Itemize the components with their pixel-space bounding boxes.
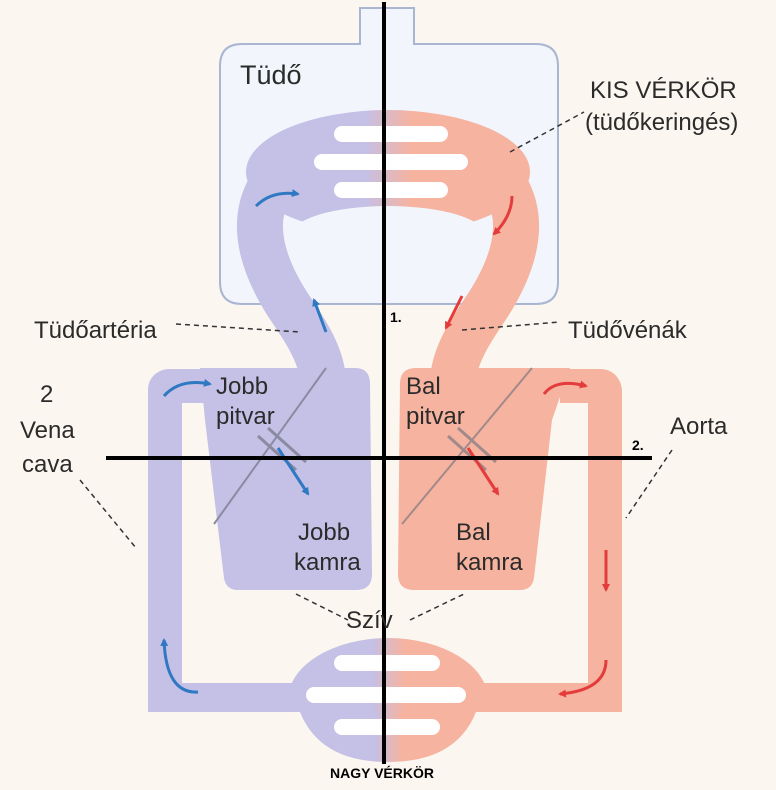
leader-heart-left: [295, 593, 349, 621]
right-ventricle-label-2: kamra: [294, 549, 361, 576]
right-atrium-label-1: Jobb: [216, 373, 268, 400]
vena-cava-label-1: Vena: [20, 417, 75, 444]
aorta-tube: [470, 369, 622, 717]
vena-cava-tube: [148, 369, 220, 712]
aorta-label: Aorta: [670, 413, 728, 440]
pulmonary-veins-label: Tüdővénák: [568, 317, 688, 344]
lung-label: Tüdő: [240, 60, 302, 90]
small-circuit-title: KIS VÉRKÖR: [590, 77, 737, 104]
blue-arrow-vena-cava-top: [162, 378, 212, 398]
vena-cava-count: 2: [40, 381, 53, 408]
left-atrium-label-2: pitvar: [406, 403, 465, 430]
lung-inner-gap: [290, 206, 486, 266]
heart-label: Szív: [346, 607, 393, 634]
blue-arrow-pulm-artery: [312, 298, 328, 333]
red-arrow-aorta-top: [542, 380, 588, 395]
red-arrow-valve: [466, 447, 500, 496]
right-atrium-label-2: pitvar: [216, 403, 275, 430]
body-capillary-slot-3b: [334, 719, 440, 735]
red-arrow-lung-out: [492, 195, 514, 236]
left-ventricle-label-1: Bal: [456, 519, 491, 546]
lung-capillary-slot-1: [334, 126, 448, 142]
red-arrow-aorta-bottom: [558, 659, 608, 698]
blue-arrow-valve: [276, 447, 310, 496]
lung-capillary-slot-3: [334, 182, 448, 198]
right-ventricle-label-1: Jobb: [298, 519, 350, 546]
leader-heart-right: [409, 593, 465, 621]
axis-1-marker: 1.: [390, 309, 402, 325]
lung-capillary-bed: [246, 110, 530, 234]
leader-pulmonary-artery: [175, 323, 301, 333]
axis-2-marker: 2.: [632, 437, 644, 453]
vena-cava-label-2: cava: [22, 451, 73, 478]
red-arrow-pulm-vein: [444, 295, 464, 330]
large-circuit-caption: NAGY VÉRKÖR: [330, 765, 434, 781]
right-heart: [200, 368, 372, 590]
lung-capillary-slot-2: [314, 154, 468, 170]
leader-pulmonary-veins: [461, 321, 561, 331]
leader-vena-cava: [79, 479, 137, 549]
blue-arrow-lung-in: [254, 189, 300, 208]
left-ventricle-label-2: kamra: [456, 549, 523, 576]
blue-arrow-vena-cava-bottom: [160, 638, 199, 694]
left-atrium-label-1: Bal: [406, 373, 441, 400]
pulmonary-artery-label: Tüdőartéria: [34, 317, 157, 344]
small-circuit-subtitle: (tüdőkeringés): [585, 109, 738, 136]
body-capillary-slot-1: [334, 655, 440, 671]
left-heart: [398, 368, 570, 590]
left-heart-septum-line: [401, 367, 533, 525]
leader-aorta: [625, 449, 673, 519]
